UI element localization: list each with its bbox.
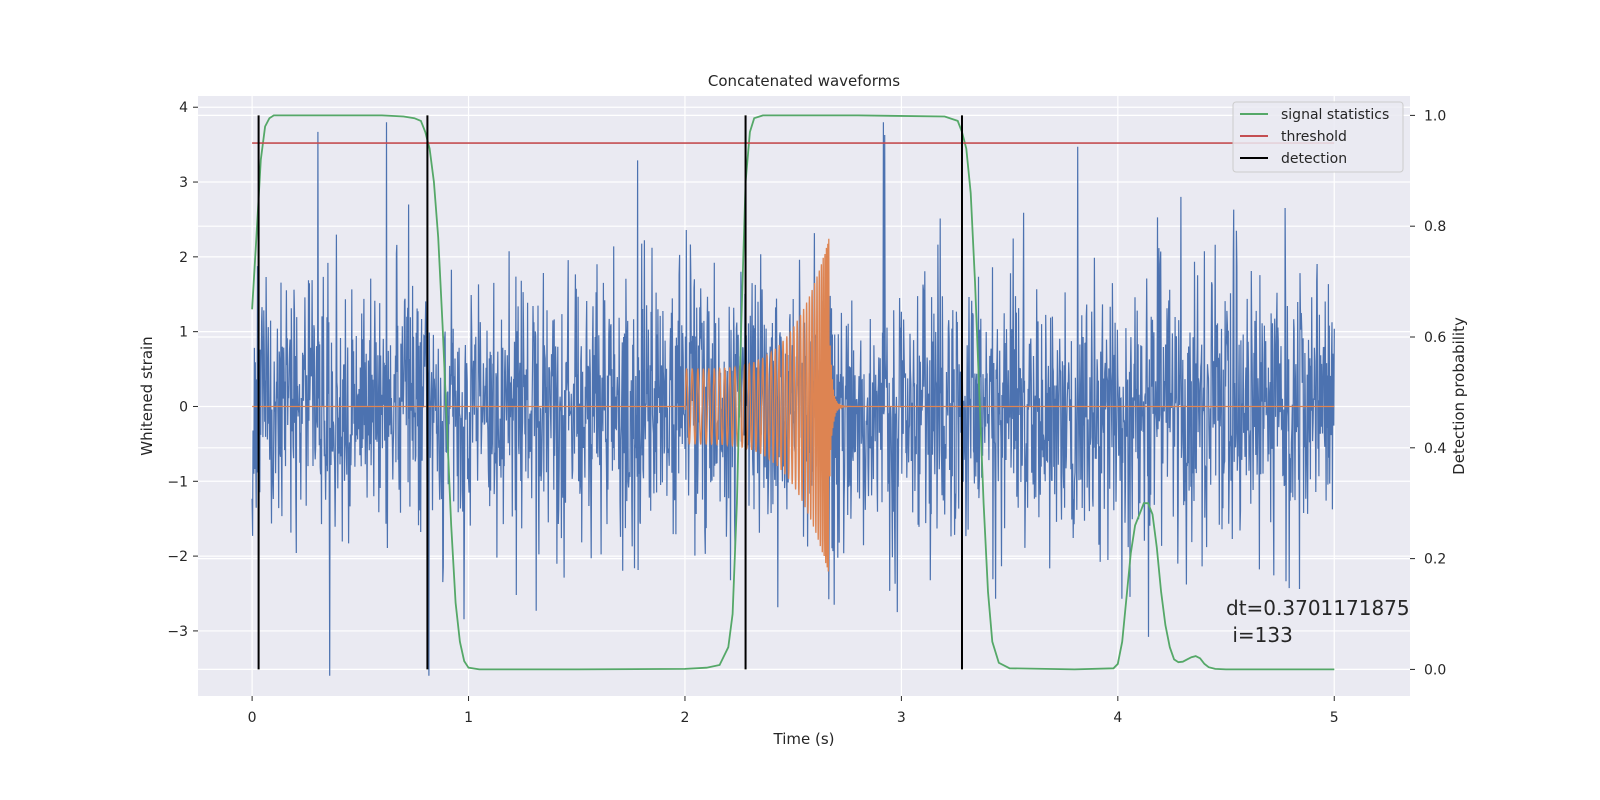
y-right-tick-label-4: 0.8 <box>1424 219 1446 235</box>
y-tick-label-3: 0 <box>179 399 188 415</box>
strain-line <box>251 122 1335 676</box>
legend-label-detection: detection <box>1281 151 1347 167</box>
signal-statistics-line <box>251 114 1335 671</box>
y-tick-label-5: 2 <box>179 250 188 266</box>
injected-waveform-line <box>252 238 1335 572</box>
x-axis-label: Time (s) <box>773 730 835 748</box>
chart-title: Concatenated waveforms <box>708 72 900 90</box>
y-right-tick-label-3: 0.6 <box>1424 330 1446 346</box>
y-right-tick-label-1: 0.2 <box>1424 552 1446 568</box>
x-tick-label-2: 2 <box>681 710 690 726</box>
legend-label-signal-statistics: signal statistics <box>1281 107 1389 123</box>
annotation-line-1: dt=0.3701171875 <box>1226 596 1410 620</box>
annotation-line-2: i=133 <box>1226 623 1293 647</box>
y-tick-label-4: 1 <box>179 325 188 341</box>
legend-box <box>1232 101 1404 173</box>
legend: signal statistics threshold detection <box>1232 101 1404 173</box>
y-tick-label-7: 4 <box>179 100 188 116</box>
legend-label-threshold: threshold <box>1281 129 1347 145</box>
x-tick-label-4: 4 <box>1113 710 1122 726</box>
y-tick-label-0: −3 <box>167 624 188 640</box>
annotation: dt=0.3701171875 i=133 <box>1226 596 1410 647</box>
strain-series <box>251 122 1335 676</box>
x-tick-label-3: 3 <box>897 710 906 726</box>
y-right-tick-label-2: 0.4 <box>1424 441 1446 457</box>
y-tick-label-1: −2 <box>167 549 188 565</box>
x-tick-label-5: 5 <box>1330 710 1339 726</box>
y-tick-label-6: 3 <box>179 175 188 191</box>
injected-waveform-series <box>252 238 1335 572</box>
y-axis-right-label: Detection probability <box>1450 317 1468 475</box>
y-axis-label: Whitened strain <box>138 336 156 455</box>
x-tick-label-0: 0 <box>248 710 257 726</box>
y-right-tick-label-5: 1.0 <box>1424 108 1446 124</box>
y-right-tick-label-0: 0.0 <box>1424 662 1446 678</box>
axis-ticks: 0 1 2 3 4 5 −3 −2 −1 0 1 2 3 4 0.0 0.2 0.4 0.6 0.8 1.0 <box>167 100 1446 726</box>
detection-series <box>251 114 1335 671</box>
y-tick-label-2: −1 <box>167 474 188 490</box>
x-tick-label-1: 1 <box>464 710 473 726</box>
